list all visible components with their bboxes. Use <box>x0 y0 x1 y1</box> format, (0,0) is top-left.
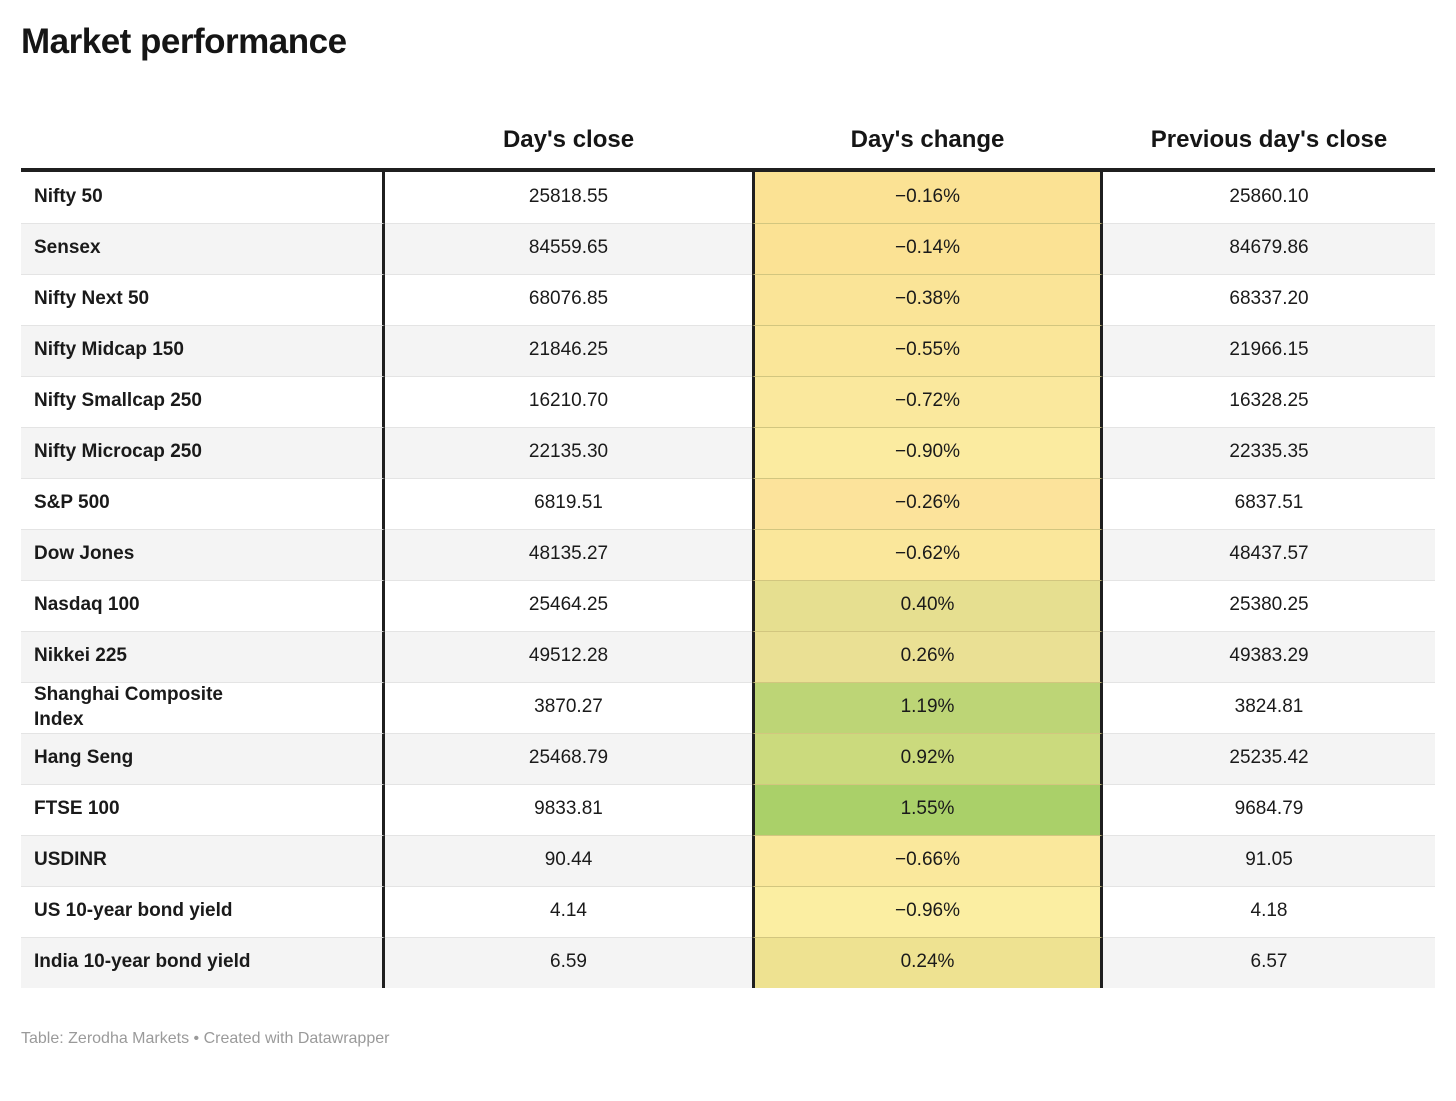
days-change-value: −0.38% <box>752 273 1103 325</box>
row-label: Dow Jones <box>21 528 385 580</box>
days-close-value: 68076.85 <box>385 273 752 325</box>
days-close-value: 90.44 <box>385 834 752 886</box>
table-row: Nifty Midcap 150 21846.25 −0.55% 21966.1… <box>21 324 1435 376</box>
days-close-value: 84559.65 <box>385 222 752 274</box>
table-row: Nasdaq 100 25464.25 0.40% 25380.25 <box>21 579 1435 631</box>
table-row: USDINR 90.44 −0.66% 91.05 <box>21 834 1435 886</box>
days-close-value: 25468.79 <box>385 732 752 784</box>
table-row: Nifty Smallcap 250 16210.70 −0.72% 16328… <box>21 375 1435 427</box>
table-row: Nifty Microcap 250 22135.30 −0.90% 22335… <box>21 426 1435 478</box>
previous-days-close-value: 21966.15 <box>1103 324 1435 376</box>
previous-days-close-value: 6837.51 <box>1103 477 1435 529</box>
row-label: Nifty Microcap 250 <box>21 426 385 478</box>
days-close-value: 16210.70 <box>385 375 752 427</box>
days-change-value: −0.62% <box>752 528 1103 580</box>
row-label: Nasdaq 100 <box>21 579 385 631</box>
days-change-value: 0.24% <box>752 936 1103 988</box>
previous-days-close-value: 49383.29 <box>1103 630 1435 682</box>
row-label: Nifty 50 <box>21 171 385 223</box>
previous-days-close-value: 22335.35 <box>1103 426 1435 478</box>
row-label: Shanghai Composite Index <box>21 681 385 733</box>
attribution-footer: Table: Zerodha Markets • Created with Da… <box>21 1029 390 1047</box>
days-change-value: −0.66% <box>752 834 1103 886</box>
row-label: Nikkei 225 <box>21 630 385 682</box>
days-close-value: 9833.81 <box>385 783 752 835</box>
days-close-value: 48135.27 <box>385 528 752 580</box>
column-header-days-change: Day's change <box>850 125 1005 153</box>
previous-days-close-value: 3824.81 <box>1103 681 1435 733</box>
table-row: Nikkei 225 49512.28 0.26% 49383.29 <box>21 630 1435 682</box>
table-row: Nifty Next 50 68076.85 −0.38% 68337.20 <box>21 273 1435 325</box>
days-change-value: −0.72% <box>752 375 1103 427</box>
days-close-value: 25464.25 <box>385 579 752 631</box>
row-label: Nifty Smallcap 250 <box>21 375 385 427</box>
row-label: USDINR <box>21 834 385 886</box>
days-change-value: −0.26% <box>752 477 1103 529</box>
previous-days-close-value: 9684.79 <box>1103 783 1435 835</box>
days-change-value: −0.55% <box>752 324 1103 376</box>
column-header-days-close: Day's close <box>502 125 635 153</box>
table-header: Day's close Day's change Previous day's … <box>21 64 1435 168</box>
row-label: S&P 500 <box>21 477 385 529</box>
column-header-previous-days-close: Previous day's close <box>1150 125 1388 153</box>
previous-days-close-value: 16328.25 <box>1103 375 1435 427</box>
row-label: US 10-year bond yield <box>21 885 385 937</box>
table-row: Nifty 50 25818.55 −0.16% 25860.10 <box>21 171 1435 223</box>
days-change-value: 1.55% <box>752 783 1103 835</box>
previous-days-close-value: 91.05 <box>1103 834 1435 886</box>
previous-days-close-value: 84679.86 <box>1103 222 1435 274</box>
days-close-value: 3870.27 <box>385 681 752 733</box>
column-header-blank <box>21 154 385 168</box>
days-change-value: −0.96% <box>752 885 1103 937</box>
days-close-value: 25818.55 <box>528 185 609 207</box>
days-change-value: −0.16% <box>752 171 1103 223</box>
days-close-value: 49512.28 <box>385 630 752 682</box>
previous-days-close-value: 25860.10 <box>1229 185 1309 207</box>
row-label: Nifty Midcap 150 <box>21 324 385 376</box>
table-row: Shanghai Composite Index 3870.27 1.19% 3… <box>21 681 1435 733</box>
days-change-value: −0.14% <box>752 222 1103 274</box>
previous-days-close-value: 25235.42 <box>1103 732 1435 784</box>
previous-days-close-value: 48437.57 <box>1103 528 1435 580</box>
days-close-value: 21846.25 <box>385 324 752 376</box>
table-body: Nifty 50 25818.55 −0.16% 25860.10 Sensex… <box>21 167 1435 988</box>
row-label: Sensex <box>21 222 385 274</box>
days-change-value: 1.19% <box>752 681 1103 733</box>
table-row: FTSE 100 9833.81 1.55% 9684.79 <box>21 783 1435 835</box>
row-label: Nifty Next 50 <box>21 273 385 325</box>
days-close-value: 6819.51 <box>385 477 752 529</box>
previous-days-close-value: 68337.20 <box>1103 273 1435 325</box>
days-change-value: 0.40% <box>752 579 1103 631</box>
row-label: India 10-year bond yield <box>21 936 385 988</box>
table-row: US 10-year bond yield 4.14 −0.96% 4.18 <box>21 885 1435 937</box>
page-title: Market performance <box>21 22 347 61</box>
previous-days-close-value: 6.57 <box>1103 936 1435 988</box>
table-row: Sensex 84559.65 −0.14% 84679.86 <box>21 222 1435 274</box>
table-row: India 10-year bond yield 6.59 0.24% 6.57 <box>21 936 1435 988</box>
days-change-value: 0.92% <box>752 732 1103 784</box>
days-close-value: 22135.30 <box>385 426 752 478</box>
previous-days-close-value: 25380.25 <box>1103 579 1435 631</box>
days-change-value: 0.26% <box>752 630 1103 682</box>
days-close-value: 6.59 <box>385 936 752 988</box>
table-row: S&P 500 6819.51 −0.26% 6837.51 <box>21 477 1435 529</box>
row-label: Hang Seng <box>21 732 385 784</box>
row-label: FTSE 100 <box>21 783 385 835</box>
table-row: Hang Seng 25468.79 0.92% 25235.42 <box>21 732 1435 784</box>
previous-days-close-value: 4.18 <box>1103 885 1435 937</box>
days-change-value: −0.90% <box>752 426 1103 478</box>
table-row: Dow Jones 48135.27 −0.62% 48437.57 <box>21 528 1435 580</box>
days-close-value: 4.14 <box>385 885 752 937</box>
